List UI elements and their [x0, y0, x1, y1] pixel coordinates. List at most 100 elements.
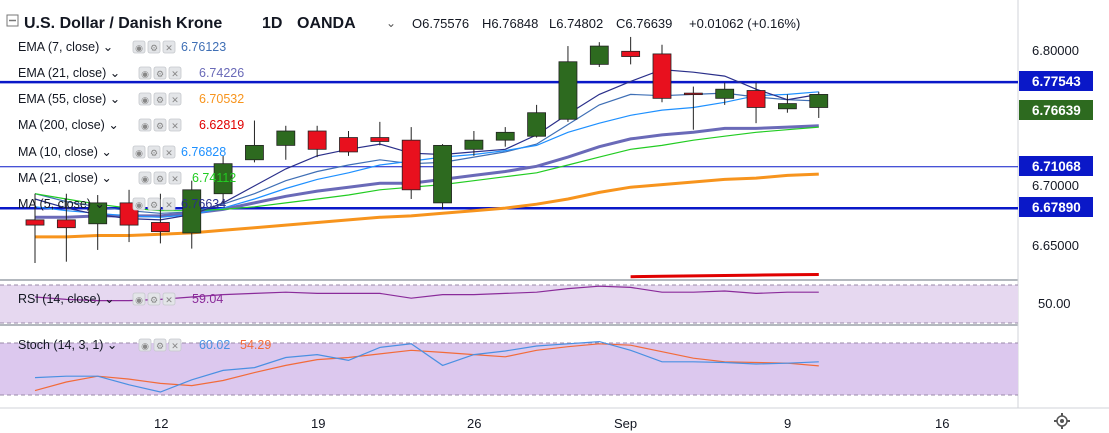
stoch-label[interactable]: Stoch (14, 3, 1) ⌄ [18, 338, 117, 352]
stoch-k-line [34, 340, 819, 393]
indicator-value: 6.70532 [199, 92, 244, 106]
candle-body [589, 45, 609, 65]
candle-body [621, 50, 641, 57]
eye-icon[interactable] [132, 40, 146, 54]
gear-icon[interactable] [147, 145, 161, 159]
close-icon[interactable] [162, 197, 176, 211]
rsi-label[interactable]: RSI (14, close) ⌄ [18, 292, 115, 306]
price-tag [1019, 71, 1093, 91]
indicator-lines [34, 68, 819, 279]
gear-icon[interactable] [153, 338, 167, 352]
indicator-label[interactable]: MA (200, close) ⌄ [18, 118, 119, 132]
settings-gear-icon[interactable] [1054, 413, 1070, 429]
indicator-value: 6.74112 [192, 171, 236, 185]
symbol-title[interactable]: U.S. Dollar / Danish Krone [24, 15, 222, 32]
gear-icon-glyph: ⚙ [156, 121, 164, 131]
candle-body [464, 139, 484, 150]
gear-icon-glyph: ⚙ [150, 43, 158, 53]
stoch-pane [34, 340, 819, 393]
close-icon[interactable] [162, 40, 176, 54]
candle-body [715, 88, 735, 99]
ohlc-close: C6.76639 [616, 16, 672, 31]
candles [25, 36, 829, 263]
gear-icon[interactable] [153, 171, 167, 185]
eye-icon[interactable] [132, 197, 146, 211]
eye-icon-glyph: ◉ [141, 341, 149, 351]
close-icon-glyph: ✕ [165, 295, 173, 305]
candle-body [433, 144, 452, 204]
stoch-band [0, 343, 1018, 395]
gear-icon-glyph: ⚙ [150, 295, 158, 305]
candle-body [495, 131, 515, 141]
gear-icon[interactable] [153, 92, 167, 106]
candle-body [652, 53, 672, 99]
candle-body [56, 219, 76, 229]
x-tick-label: 9 [784, 416, 791, 431]
collapse-icon[interactable] [6, 14, 19, 27]
eye-icon[interactable] [138, 171, 152, 185]
close-icon-glyph: ✕ [171, 95, 179, 105]
indicator-label[interactable]: EMA (21, close) ⌄ [18, 66, 120, 80]
eye-icon[interactable] [132, 145, 146, 159]
close-icon[interactable] [162, 145, 176, 159]
x-tick-label: 26 [467, 416, 481, 431]
gear-icon-glyph: ⚙ [150, 148, 158, 158]
indicator-label[interactable]: EMA (55, close) ⌄ [18, 92, 120, 106]
gear-icon[interactable] [147, 197, 161, 211]
indicator-line [34, 68, 819, 221]
price-tag-label: 6.76639 [1032, 103, 1081, 118]
eye-icon-glyph: ◉ [141, 69, 149, 79]
ohlc-change: +0.01062 (+0.16%) [689, 16, 800, 31]
stoch-d-line [34, 343, 819, 392]
close-icon[interactable] [168, 118, 182, 132]
eye-icon[interactable] [138, 118, 152, 132]
candle-body [307, 130, 327, 150]
price-tag [1019, 197, 1093, 217]
eye-icon[interactable] [138, 338, 152, 352]
price-tag-label: 6.77543 [1032, 74, 1081, 89]
price-axis[interactable]: 6.80000 6.70000 6.65000 50.00 [1032, 43, 1079, 311]
indicator-line [34, 91, 819, 218]
indicator-label[interactable]: MA (21, close) ⌄ [18, 171, 112, 185]
price-tag-label: 6.67890 [1032, 200, 1081, 215]
indicator-legend: EMA (7, close) ⌄ ◉ ⚙ ✕ 6.76123 EMA (21, close… [18, 40, 271, 352]
ohlc-high: H6.76848 [482, 16, 538, 31]
rsi-value: 59.04 [192, 292, 223, 306]
indicator-label[interactable]: EMA (7, close) ⌄ [18, 40, 113, 54]
candle-body [401, 139, 421, 191]
gear-icon[interactable] [153, 66, 167, 80]
close-icon[interactable] [168, 66, 182, 80]
chevron-down-icon[interactable]: ⌄ [386, 16, 396, 30]
price-tags: 6.77543 6.76639 6.71068 6.67890 [1019, 71, 1093, 217]
eye-icon-glyph: ◉ [141, 121, 149, 131]
price-tag [1019, 100, 1093, 120]
close-icon[interactable] [168, 92, 182, 106]
indicator-label[interactable]: MA (5, close) ⌄ [18, 197, 105, 211]
source-label: OANDA [297, 15, 356, 32]
indicator-value: 6.76634 [181, 197, 226, 211]
y-tick-label: 6.65000 [1032, 238, 1079, 253]
time-axis[interactable]: 12 19 26 Sep 9 16 [154, 416, 949, 431]
y-tick-label: 6.80000 [1032, 43, 1079, 58]
indicator-label[interactable]: MA (10, close) ⌄ [18, 145, 112, 159]
close-icon-glyph: ✕ [171, 121, 179, 131]
close-icon-glyph: ✕ [165, 43, 173, 53]
price-tag [1019, 156, 1093, 176]
stoch-d-value: 54.29 [240, 338, 271, 352]
candle-body [150, 222, 170, 233]
gear-icon[interactable] [147, 40, 161, 54]
candle-body [339, 137, 358, 153]
gear-icon[interactable] [153, 118, 167, 132]
indicator-value: 6.76123 [181, 40, 226, 54]
eye-icon[interactable] [138, 66, 152, 80]
close-icon[interactable] [162, 292, 176, 306]
eye-icon[interactable] [132, 292, 146, 306]
candle-body [746, 90, 766, 108]
gear-icon[interactable] [147, 292, 161, 306]
close-icon[interactable] [168, 338, 182, 352]
interval-label[interactable]: 1D [262, 15, 282, 32]
close-icon[interactable] [168, 171, 182, 185]
eye-icon[interactable] [138, 92, 152, 106]
